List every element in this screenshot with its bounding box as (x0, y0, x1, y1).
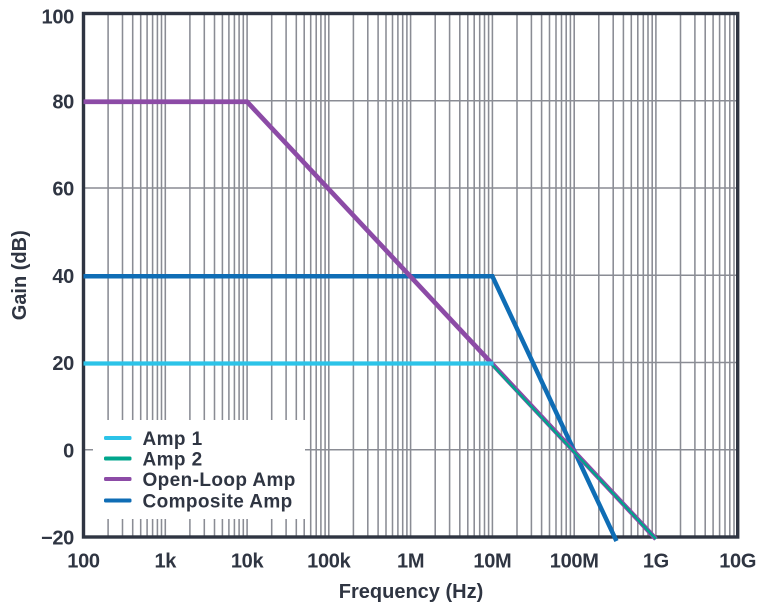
svg-text:−20: −20 (41, 528, 74, 550)
svg-text:60: 60 (52, 179, 74, 201)
svg-text:0: 0 (63, 440, 74, 462)
svg-text:Amp 1: Amp 1 (143, 429, 203, 450)
svg-text:100M: 100M (550, 551, 599, 573)
svg-text:Amp 2: Amp 2 (143, 449, 203, 470)
svg-text:100k: 100k (307, 551, 351, 573)
svg-text:80: 80 (52, 92, 74, 114)
svg-text:1M: 1M (397, 551, 424, 573)
svg-text:Frequency (Hz): Frequency (Hz) (339, 581, 483, 603)
svg-text:40: 40 (52, 266, 74, 288)
svg-text:20: 20 (52, 353, 74, 375)
svg-text:1k: 1k (154, 551, 177, 573)
svg-text:1G: 1G (643, 551, 669, 573)
svg-text:Gain (dB): Gain (dB) (9, 230, 31, 320)
svg-text:100: 100 (67, 551, 100, 573)
svg-text:Composite Amp: Composite Amp (143, 491, 293, 512)
svg-text:10M: 10M (473, 551, 511, 573)
svg-text:Open-Loop Amp: Open-Loop Amp (143, 470, 296, 491)
svg-text:10G: 10G (719, 551, 756, 573)
svg-text:10k: 10k (231, 551, 265, 573)
svg-text:100: 100 (42, 7, 75, 29)
